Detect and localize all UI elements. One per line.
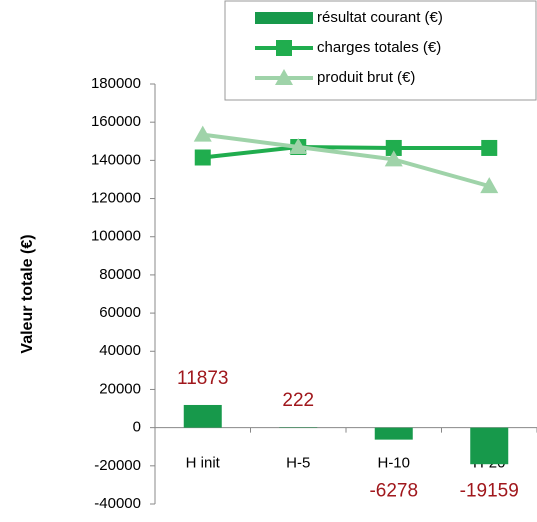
bar — [184, 405, 222, 428]
y-axis-label: Valeur totale (€) — [19, 234, 36, 353]
y-tick-label: 160000 — [91, 113, 141, 130]
legend-swatch — [255, 12, 313, 24]
y-tick-label: 0 — [133, 419, 141, 436]
y-tick-label: 120000 — [91, 190, 141, 207]
bar — [375, 428, 413, 440]
data-label: -6278 — [369, 481, 418, 502]
bar — [470, 428, 508, 465]
x-tick-label: H-10 — [377, 455, 410, 472]
legend-label: résultat courant (€) — [317, 9, 443, 26]
y-tick-label: -40000 — [94, 495, 141, 512]
marker — [276, 40, 292, 56]
y-tick-label: 60000 — [99, 304, 141, 321]
data-label: 222 — [282, 390, 314, 411]
legend-label: charges totales (€) — [317, 39, 441, 56]
y-tick-label: -20000 — [94, 457, 141, 474]
line — [203, 135, 490, 187]
data-label: 11873 — [177, 368, 228, 389]
marker — [195, 150, 211, 166]
y-tick-label: 80000 — [99, 266, 141, 283]
y-tick-label: 40000 — [99, 342, 141, 359]
y-tick-label: 100000 — [91, 228, 141, 245]
marker — [481, 140, 497, 156]
x-tick-label: H-5 — [286, 455, 310, 472]
y-tick-label: 180000 — [91, 75, 141, 92]
y-tick-label: 20000 — [99, 380, 141, 397]
x-tick-label: H init — [186, 455, 221, 472]
legend-label: produit brut (€) — [317, 69, 415, 86]
data-label: -19159 — [460, 481, 519, 502]
y-tick-label: 140000 — [91, 151, 141, 168]
